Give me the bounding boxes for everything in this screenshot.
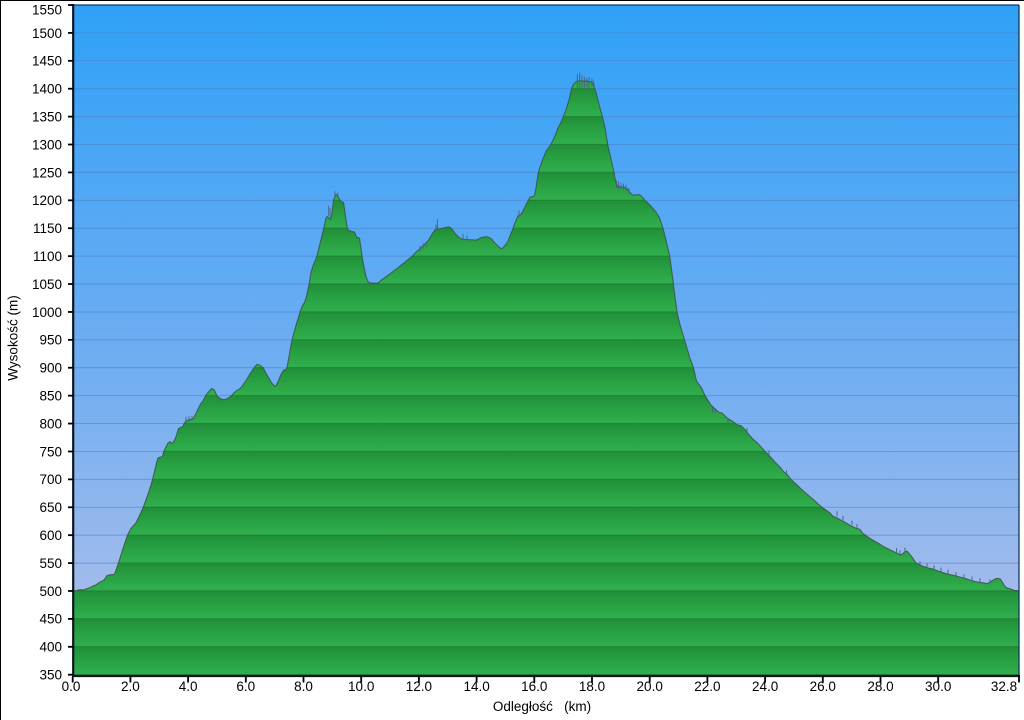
svg-text:4.0: 4.0 [179,679,198,694]
svg-text:30.0: 30.0 [925,679,951,694]
svg-text:1550: 1550 [32,3,62,18]
svg-text:20.0: 20.0 [637,679,663,694]
svg-text:1450: 1450 [32,54,62,69]
svg-text:1000: 1000 [32,305,62,320]
svg-text:28.0: 28.0 [867,679,893,694]
svg-text:350: 350 [39,668,62,683]
svg-text:Odległość (km): Odległość (km) [493,699,591,714]
svg-text:6.0: 6.0 [236,679,255,694]
svg-text:1150: 1150 [33,221,62,236]
svg-text:24.0: 24.0 [752,679,778,694]
svg-text:1500: 1500 [32,26,62,41]
svg-text:22.0: 22.0 [694,679,720,694]
svg-text:1350: 1350 [32,110,62,125]
svg-text:8.0: 8.0 [294,679,313,694]
svg-text:600: 600 [39,528,62,543]
svg-text:12.0: 12.0 [406,679,432,694]
svg-text:Wysokość (m): Wysokość (m) [5,295,20,380]
svg-text:10.0: 10.0 [348,679,374,694]
svg-text:18.0: 18.0 [579,679,605,694]
svg-text:650: 650 [39,500,62,515]
svg-text:700: 700 [39,472,62,487]
svg-text:1400: 1400 [32,82,62,97]
svg-text:14.0: 14.0 [463,679,489,694]
svg-text:1100: 1100 [33,249,62,264]
svg-text:0.0: 0.0 [62,679,81,694]
svg-text:750: 750 [39,444,62,459]
svg-text:1300: 1300 [32,137,62,152]
svg-text:1050: 1050 [32,277,62,292]
svg-text:550: 550 [39,556,62,571]
svg-text:32.8: 32.8 [991,679,1017,694]
svg-text:900: 900 [39,361,62,376]
svg-text:400: 400 [39,640,62,655]
svg-text:2.0: 2.0 [121,679,140,694]
svg-text:500: 500 [39,584,62,599]
svg-text:850: 850 [39,389,62,404]
svg-text:1200: 1200 [32,193,62,208]
svg-text:16.0: 16.0 [521,679,547,694]
svg-text:800: 800 [39,416,62,431]
svg-text:950: 950 [39,333,62,348]
svg-text:1250: 1250 [32,165,62,180]
svg-text:450: 450 [39,612,62,627]
svg-text:26.0: 26.0 [810,679,836,694]
